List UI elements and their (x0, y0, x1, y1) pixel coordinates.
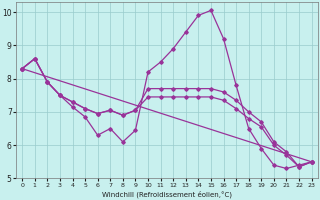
X-axis label: Windchill (Refroidissement éolien,°C): Windchill (Refroidissement éolien,°C) (102, 190, 232, 198)
